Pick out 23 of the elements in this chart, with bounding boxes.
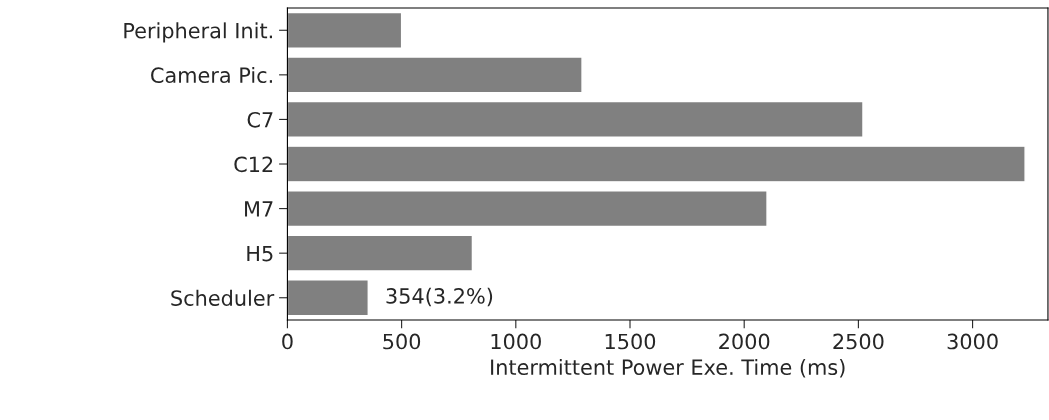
- bar: [287, 234, 474, 272]
- y-tick-label: M7: [245, 201, 273, 217]
- x-tick-label: 1500: [605, 333, 656, 350]
- y-tick-label: Peripheral Init.: [124, 22, 272, 43]
- x-tick-label: 2500: [833, 333, 884, 350]
- annotation: 354(3.2%): [386, 287, 493, 307]
- x-tick-label: 0: [282, 333, 293, 350]
- bar: [287, 11, 403, 49]
- x-tick-label: 1000: [491, 333, 541, 350]
- bar: [287, 56, 583, 94]
- y-tick-label: Scheduler: [171, 289, 275, 306]
- x-axis-title: Intermittent Power Exe. Time (ms): [491, 358, 845, 378]
- bar: [287, 190, 768, 228]
- y-tick-label: C7: [247, 111, 273, 128]
- y-tick-label: C12: [234, 156, 273, 173]
- y-tick-label: Camera Pic.: [151, 66, 272, 84]
- bar: [287, 279, 369, 317]
- y-tick-label: H5: [247, 245, 273, 262]
- x-tick-label: 500: [383, 333, 421, 350]
- x-tick-label: 3000: [947, 333, 998, 350]
- bar: [287, 100, 864, 138]
- x-tick-label: 2000: [719, 333, 770, 350]
- bar: [287, 145, 1026, 183]
